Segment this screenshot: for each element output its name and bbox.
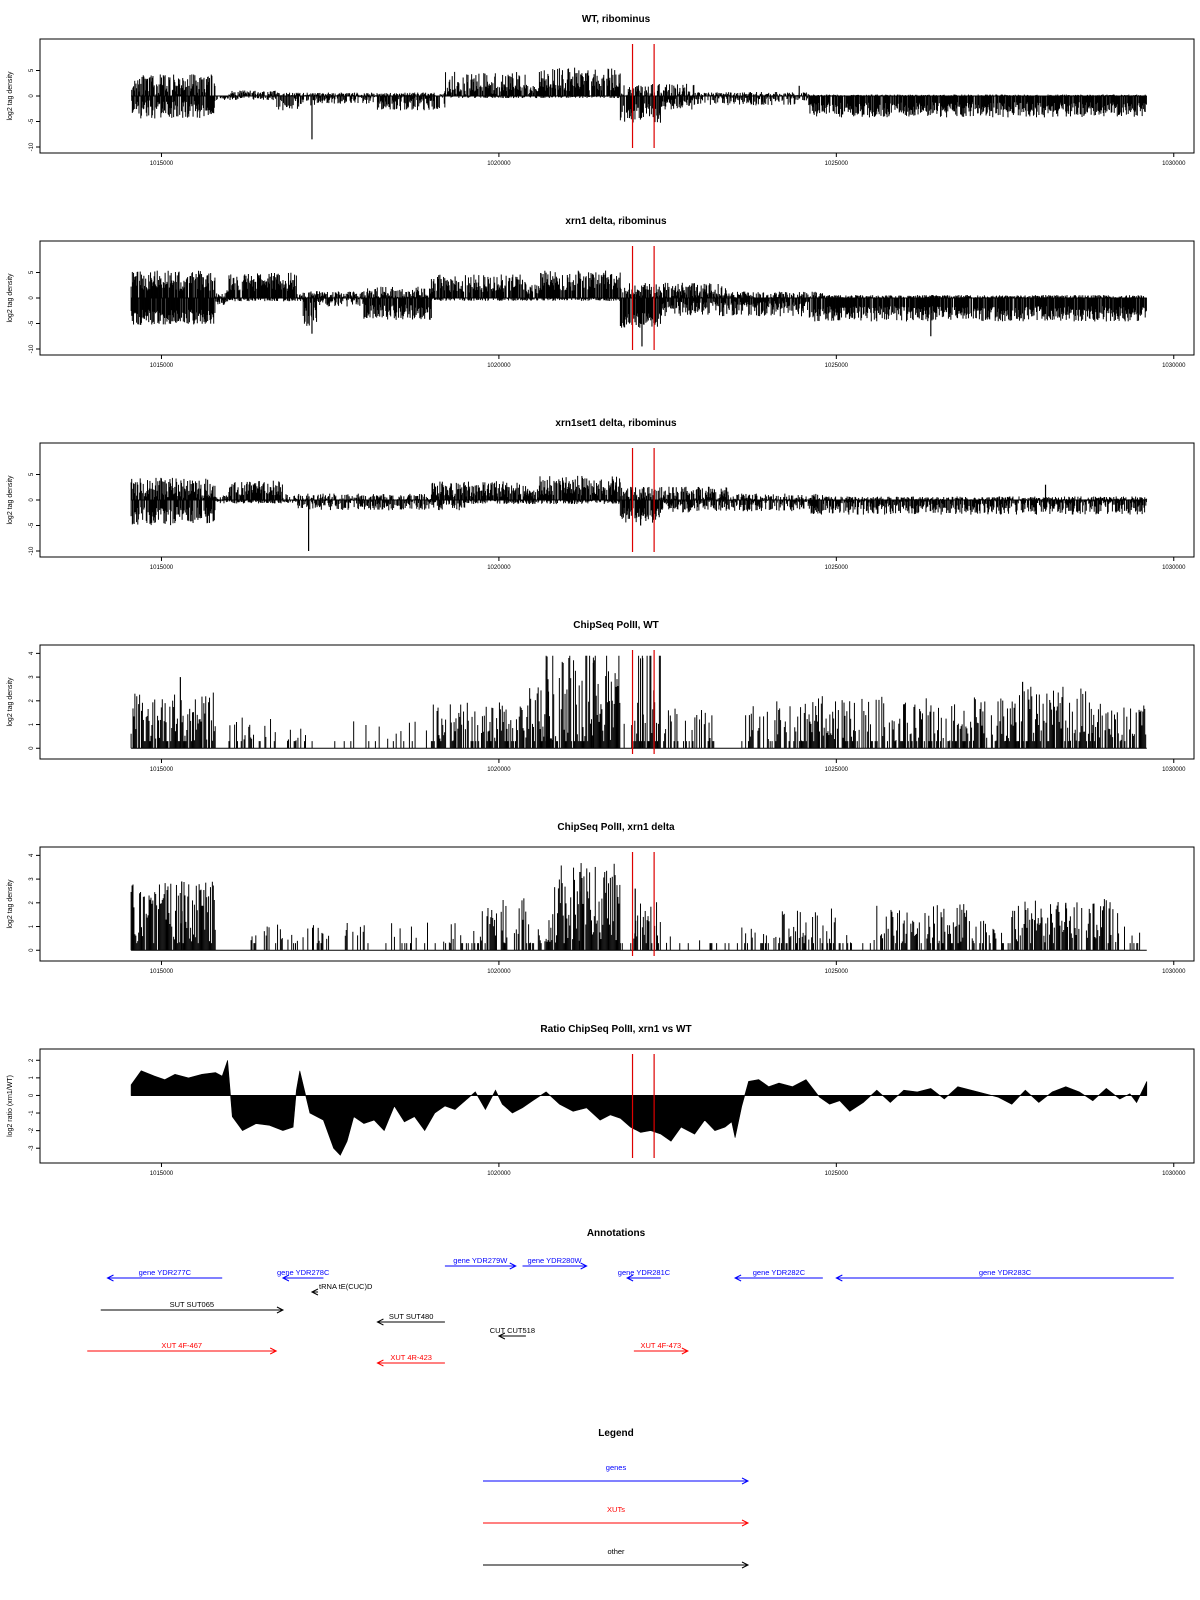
x-tick-label: 1015000 bbox=[150, 161, 174, 167]
y-axis-label: log2 tag density bbox=[7, 475, 14, 525]
y-tick-label: -5 bbox=[29, 320, 35, 326]
y-tick-label: 0 bbox=[29, 94, 35, 98]
y-tick-label: 0 bbox=[29, 498, 35, 502]
x-tick-label: 1020000 bbox=[487, 363, 511, 369]
x-tick-label: 1030000 bbox=[1162, 363, 1186, 369]
chart-panels: WT, ribominus log2 tag density -10 -5 0 5 1015… bbox=[7, 14, 1195, 1177]
y-axis-label: log2 tag density bbox=[7, 273, 14, 323]
y-tick-label: 5 bbox=[29, 270, 35, 274]
y-tick-label: -10 bbox=[29, 546, 35, 555]
chart-title: xrn1set1 delta, ribominus bbox=[555, 418, 677, 429]
x-tick-label: 1015000 bbox=[150, 363, 174, 369]
x-tick-label: 1025000 bbox=[825, 565, 849, 571]
panel-xrn1: xrn1 delta, ribominus log2 tag density -10… bbox=[7, 216, 1195, 369]
y-tick-label: -5 bbox=[29, 522, 35, 528]
x-tick-label: 1025000 bbox=[825, 363, 849, 369]
x-tick-label: 1020000 bbox=[487, 565, 511, 571]
x-tick-label: 1015000 bbox=[150, 565, 174, 571]
y-tick-label: 5 bbox=[29, 472, 35, 476]
y-tick-label: 5 bbox=[29, 68, 35, 72]
x-tick-label: 1030000 bbox=[1162, 161, 1186, 167]
y-axis-label: log2 tag density bbox=[7, 71, 14, 121]
x-tick-label: 1030000 bbox=[1162, 565, 1186, 571]
y-tick-label: -5 bbox=[29, 118, 35, 124]
data-bars bbox=[130, 270, 1147, 347]
panel-wt: WT, ribominus log2 tag density -10 -5 0 5 1015… bbox=[7, 14, 1195, 167]
chart-title: WT, ribominus bbox=[582, 14, 651, 25]
data-bars bbox=[130, 475, 1148, 551]
y-tick-label: 0 bbox=[29, 296, 35, 300]
panel-xrn1set1: xrn1set1 delta, ribominus log2 tag densit… bbox=[7, 418, 1195, 571]
chart-title: xrn1 delta, ribominus bbox=[565, 216, 667, 227]
y-tick-label: -10 bbox=[29, 344, 35, 353]
data-bars bbox=[131, 67, 1147, 140]
x-tick-label: 1025000 bbox=[825, 161, 849, 167]
x-tick-label: 1020000 bbox=[487, 161, 511, 167]
y-tick-label: -10 bbox=[29, 142, 35, 151]
